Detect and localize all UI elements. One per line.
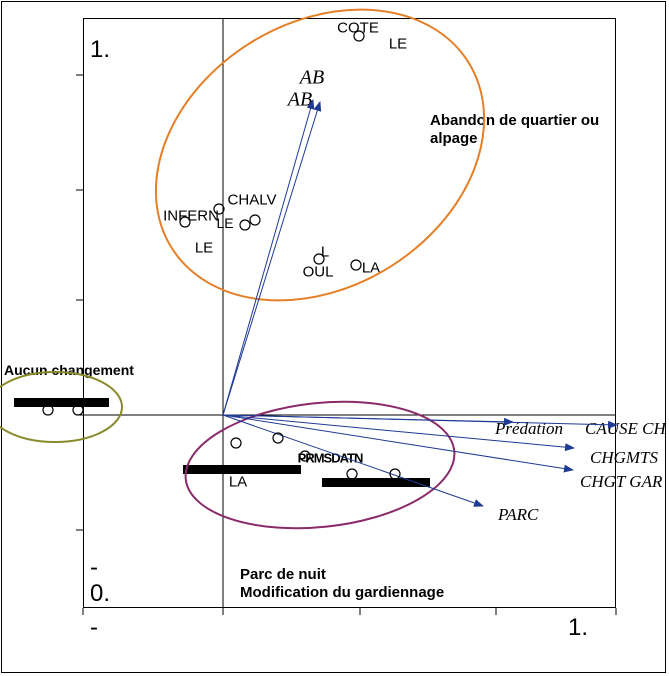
x-ticks [83,608,616,615]
ellipse-parc [179,389,460,541]
scatter-points [43,31,400,479]
ellipse-aucun [0,372,122,442]
ellipse-abandon [102,0,539,360]
figure-frame: 1. - 0. - 1. COTE LE AB AB CHALV INFERN … [0,0,669,676]
svg-overlay [0,0,669,676]
y-ticks [76,75,83,530]
biplot-arrows [223,100,617,506]
